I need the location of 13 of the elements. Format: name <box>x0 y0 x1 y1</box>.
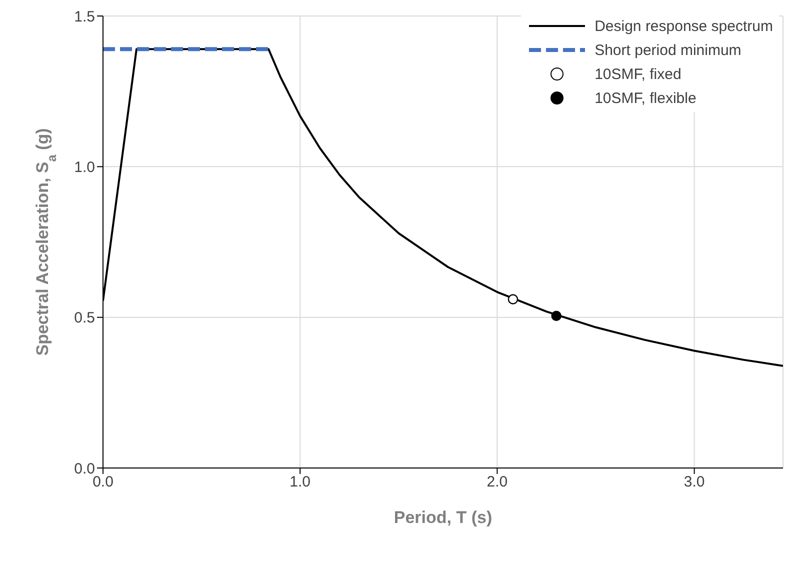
y-tick-label: 1.0 <box>74 158 95 176</box>
legend-label: 10SMF, fixed <box>594 66 682 82</box>
x-tick-label: 2.0 <box>486 474 508 491</box>
legend-label: Design response spectrum <box>594 18 773 34</box>
x-tick-label: 3.0 <box>684 474 705 491</box>
legend-label: Short period minimum <box>594 42 742 58</box>
x-axis-title: Period, T (s) <box>394 508 492 527</box>
y-tick-label: 0.0 <box>74 460 95 478</box>
y-tick-label: 1.5 <box>74 8 95 26</box>
y-tick-label: 0.5 <box>74 310 95 327</box>
x-tick-label: 0.0 <box>92 474 114 491</box>
legend-label: 10SMF, flexible <box>594 90 696 106</box>
x-tick-label: 1.0 <box>290 474 311 491</box>
